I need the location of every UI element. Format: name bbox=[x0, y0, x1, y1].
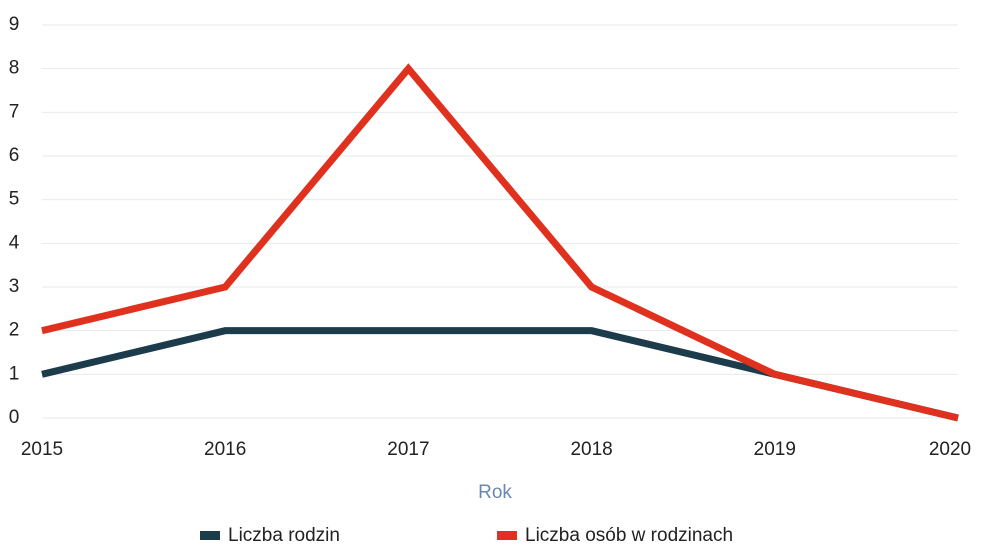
x-tick-label: 2016 bbox=[204, 439, 246, 460]
x-axis-label: Rok bbox=[478, 482, 512, 503]
y-tick-label: 1 bbox=[9, 363, 20, 384]
legend-swatch bbox=[497, 531, 517, 540]
y-tick-label: 7 bbox=[9, 101, 20, 122]
y-tick-label: 9 bbox=[9, 14, 20, 35]
y-tick-label: 3 bbox=[9, 276, 20, 297]
legend-label: Liczba osób w rodzinach bbox=[525, 525, 733, 546]
x-tick-label: 2017 bbox=[387, 439, 429, 460]
y-tick-label: 6 bbox=[9, 145, 20, 166]
y-tick-label: 4 bbox=[9, 232, 20, 253]
data-line bbox=[41, 63, 959, 422]
x-tick-label: 2015 bbox=[21, 439, 63, 460]
x-tick-label: 2020 bbox=[929, 439, 971, 460]
y-tick-label: 8 bbox=[9, 58, 20, 79]
x-tick-label: 2019 bbox=[754, 439, 796, 460]
y-tick-label: 2 bbox=[9, 320, 20, 341]
y-tick-label: 5 bbox=[9, 189, 20, 210]
x-tick-label: 2018 bbox=[570, 439, 612, 460]
y-tick-label: 0 bbox=[9, 407, 20, 428]
legend-swatch bbox=[200, 531, 220, 540]
legend-label: Liczba rodzin bbox=[228, 525, 340, 546]
